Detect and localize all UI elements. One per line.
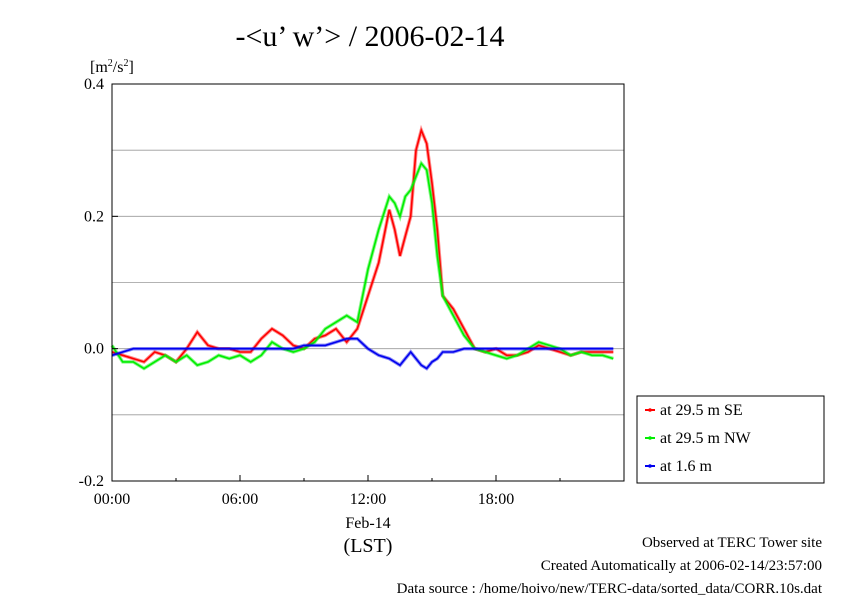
series-halo-2 — [110, 160, 614, 371]
x-tick-label: 00:00 — [94, 491, 130, 508]
series-lines — [110, 124, 614, 371]
x-tick-label: 12:00 — [350, 491, 386, 508]
footer-created: Created Automatically at 2006-02-14/23:5… — [540, 558, 822, 574]
chart-title: -<u’ w’> / 2006-02-14 — [235, 20, 504, 53]
legend-box — [636, 395, 825, 484]
footer-data-source: Data source : /home/hoivo/new/TERC-data/… — [396, 581, 822, 597]
grid — [112, 149, 624, 416]
legend-label: at 1.6 m — [660, 458, 713, 475]
legend-marker — [648, 464, 652, 468]
legend-marker — [648, 408, 652, 412]
legend: at 29.5 m SE at 29.5 m NW at 1.6 m — [636, 395, 825, 484]
legend-label: at 29.5 m NW — [660, 430, 752, 447]
series-line-2 — [111, 161, 614, 370]
legend-marker — [648, 436, 652, 440]
x-axis-timezone-label: (LST) — [344, 535, 393, 557]
x-tick-label: 18:00 — [478, 491, 514, 508]
x-tick-label: 06:00 — [222, 491, 258, 508]
y-tick-label: 0.4 — [84, 76, 104, 93]
y-tick-label: -0.2 — [79, 473, 104, 490]
series-line-3 — [111, 337, 614, 370]
y-tick-label: 0.0 — [84, 341, 104, 358]
footer-observed: Observed at TERC Tower site — [641, 535, 822, 551]
y-axis-ticks: -0.2 0.0 0.2 0.4 — [79, 76, 118, 490]
y-tick-label: 0.2 — [84, 208, 104, 225]
series-halo-1 — [111, 124, 614, 365]
series-line-1 — [111, 127, 614, 363]
legend-label: at 29.5 m SE — [660, 402, 743, 419]
x-axis-ticks: 00:00 06:00 12:00 18:00 — [94, 475, 561, 508]
y-axis-unit: [m2/s2] — [90, 58, 134, 76]
x-axis-date-label: Feb-14 — [345, 515, 390, 532]
